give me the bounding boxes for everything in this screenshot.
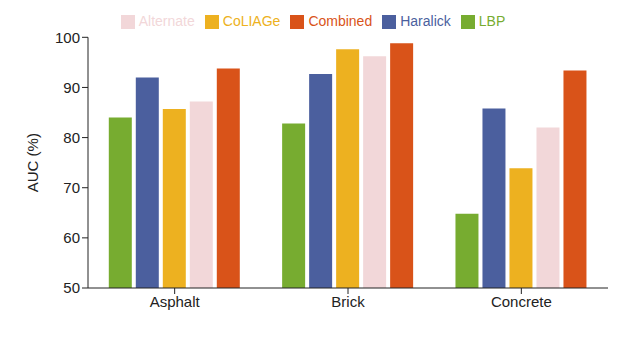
html-text:Alternate: Alternate <box>138 13 195 29</box>
svg-text:AUC (%): AUC (%) <box>24 133 41 192</box>
html-text:Combined: Combined <box>308 13 373 29</box>
svg-text:Brick: Brick <box>331 293 365 310</box>
svg-text:Asphalt: Asphalt <box>150 293 201 310</box>
html-text:Haralick: Haralick <box>400 13 451 29</box>
svg-text:Concrete: Concrete <box>491 293 552 310</box>
html-text:LBP: LBP <box>478 13 506 29</box>
svg-text:50: 50 <box>63 279 80 296</box>
svg-text:60: 60 <box>63 229 80 246</box>
svg-text:80: 80 <box>63 129 80 146</box>
svg-text:70: 70 <box>63 179 80 196</box>
html-text:CoLIAGe: CoLIAGe <box>222 13 281 29</box>
svg-text:90: 90 <box>63 79 80 96</box>
svg-text:100: 100 <box>55 29 80 46</box>
